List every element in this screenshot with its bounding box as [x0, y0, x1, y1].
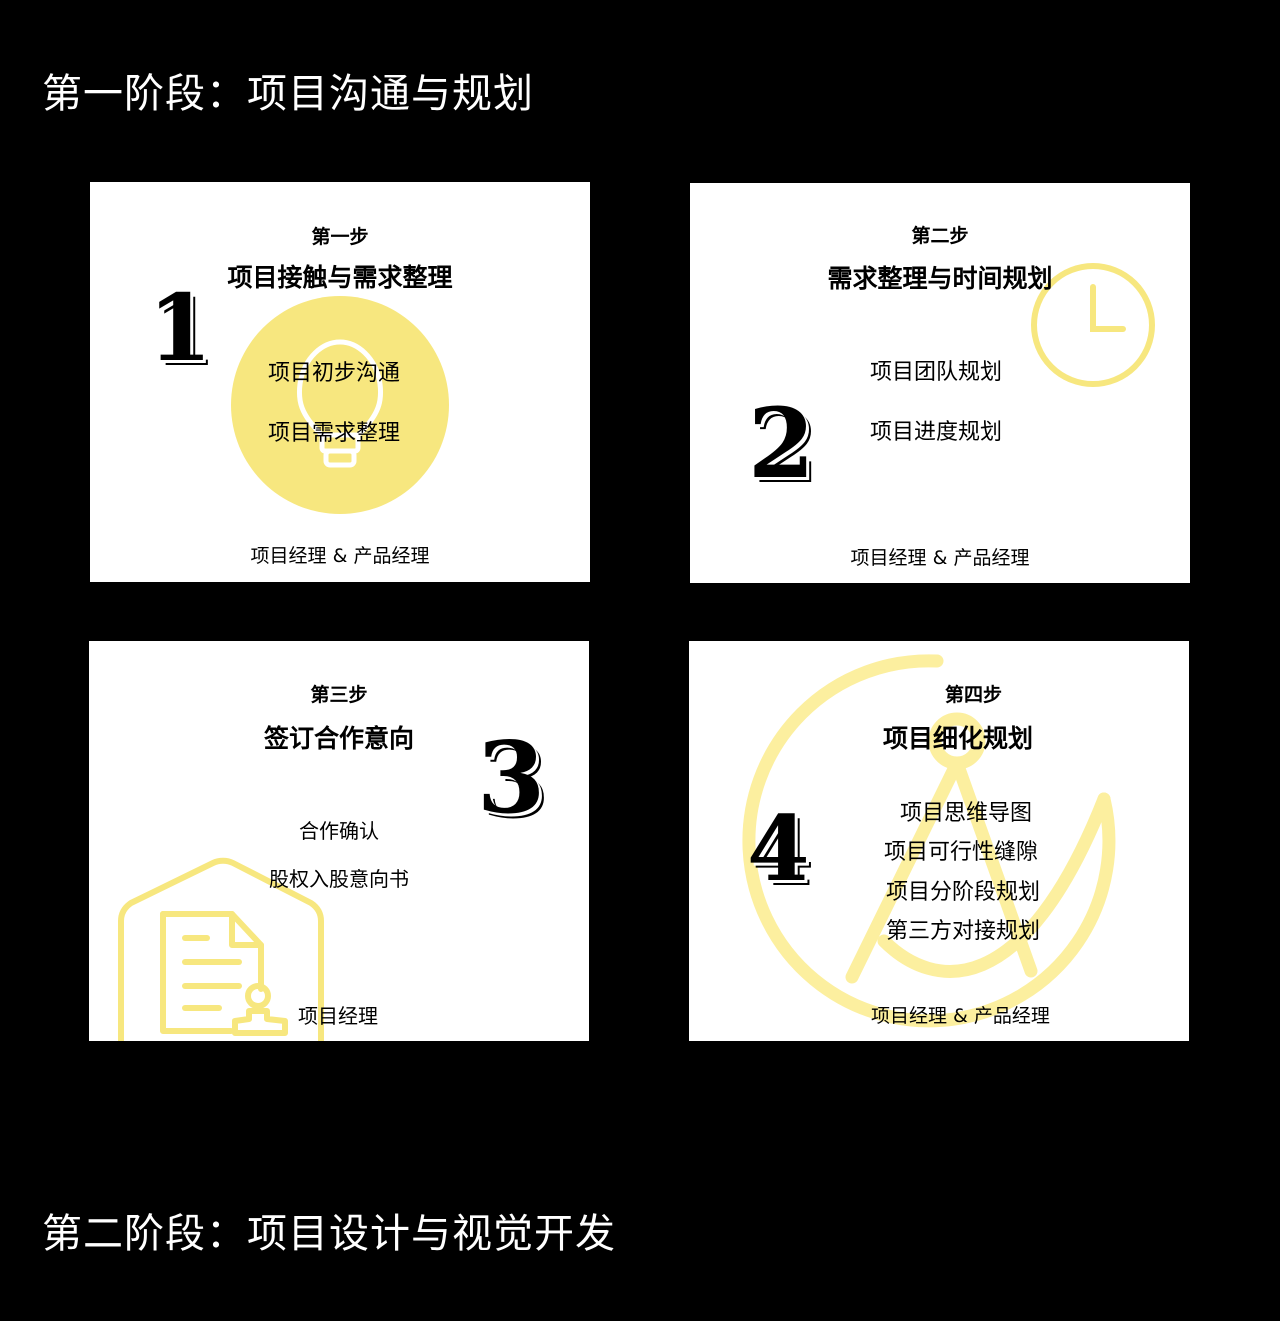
step-3-card: 3 第三步 签订合作意向 合作确认 股权入股意向书 项目经理 — [89, 641, 589, 1041]
role-label: 项目经理 — [298, 1004, 378, 1028]
stage-1-title: 第一阶段：项目沟通与规划 — [42, 71, 534, 117]
step-number: 1 — [148, 274, 213, 382]
step-2-card: 2 第二步 需求整理与时间规划 项目团队规划 项目进度规划 项目经理 & 产品经… — [690, 183, 1190, 583]
step-number: 3 — [477, 721, 546, 836]
list-item: 合作确认 — [299, 819, 379, 843]
list-item: 项目需求整理 — [268, 421, 401, 446]
drafting-compass-icon — [742, 654, 1116, 1028]
list-item: 项目进度规划 — [870, 420, 1003, 445]
step-label: 第四步 — [945, 684, 1003, 706]
stage-2-title: 第二阶段：项目设计与视觉开发 — [42, 1211, 616, 1257]
step-label: 第二步 — [911, 225, 969, 247]
card-title: 签订合作意向 — [263, 724, 414, 753]
clock-icon — [1031, 263, 1155, 387]
list-item: 项目分阶段规划 — [886, 880, 1041, 905]
step-number: 2 — [748, 387, 815, 500]
role-label: 项目经理 & 产品经理 — [871, 1005, 1050, 1027]
lightbulb-icon — [231, 296, 449, 514]
step-1-card: 1 第一步 项目接触与需求整理 项目初步沟通 项目需求整理 项目经理 & 产品经… — [90, 182, 590, 582]
step-label: 第三步 — [310, 684, 368, 706]
contract-document-icon — [118, 857, 324, 1041]
list-item: 股权入股意向书 — [269, 867, 409, 891]
step-4-card: 4 第四步 项目细化规划 项目思维导图 项目可行性缝隙 项目分阶段规划 第三方对… — [689, 641, 1189, 1041]
card-title: 需求整理与时间规划 — [827, 264, 1053, 293]
list-item: 第三方对接规划 — [886, 919, 1041, 944]
list-item: 项目思维导图 — [900, 801, 1033, 826]
step-label: 第一步 — [311, 226, 369, 248]
card-title: 项目细化规划 — [883, 724, 1034, 753]
list-item: 项目团队规划 — [870, 360, 1003, 385]
role-label: 项目经理 & 产品经理 — [850, 547, 1030, 569]
step-number: 4 — [747, 796, 810, 902]
list-item: 项目可行性缝隙 — [884, 840, 1039, 865]
role-label: 项目经理 & 产品经理 — [250, 545, 430, 567]
list-item: 项目初步沟通 — [268, 361, 401, 386]
card-title: 项目接触与需求整理 — [227, 263, 453, 292]
